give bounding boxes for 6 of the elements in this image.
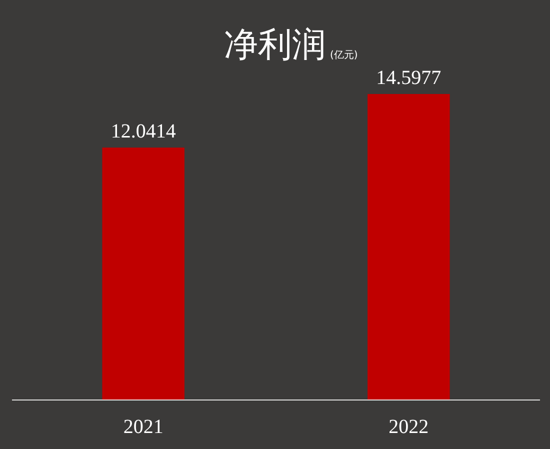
x-tick-label: 2022 <box>388 416 429 438</box>
chart-title: 净利润 <box>224 25 326 65</box>
data-label: 12.0414 <box>110 120 176 143</box>
chart-subtitle: (亿元) <box>330 50 358 61</box>
x-tick-label: 2021 <box>123 416 164 438</box>
data-label: 14.5977 <box>376 67 442 89</box>
